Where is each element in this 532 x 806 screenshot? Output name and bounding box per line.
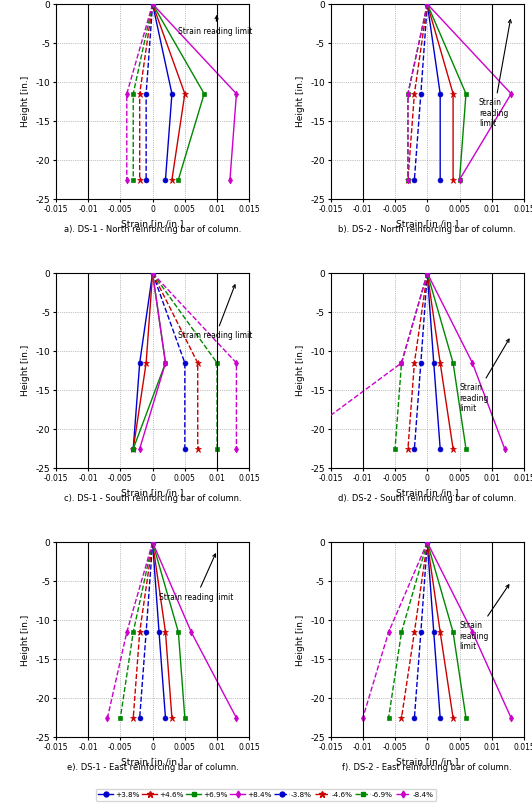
- Text: d). DS-2 - South reinforcing bar of column.: d). DS-2 - South reinforcing bar of colu…: [338, 494, 517, 503]
- Text: Strain reading limit: Strain reading limit: [178, 16, 253, 35]
- Text: c). DS-1 - South reinforcing bar of column.: c). DS-1 - South reinforcing bar of colu…: [64, 494, 242, 503]
- X-axis label: Strain [in./in.]: Strain [in./in.]: [121, 219, 184, 228]
- X-axis label: Strain [in./in.]: Strain [in./in.]: [396, 488, 459, 497]
- Text: e). DS-1 - East reinforcing bar of column.: e). DS-1 - East reinforcing bar of colum…: [66, 763, 238, 772]
- Text: Strain
reading
limit: Strain reading limit: [479, 19, 511, 128]
- Text: b). DS-2 - North reinforcing bar of column.: b). DS-2 - North reinforcing bar of colu…: [338, 225, 516, 234]
- X-axis label: Strain [in./in.]: Strain [in./in.]: [396, 219, 459, 228]
- Y-axis label: Height [in.]: Height [in.]: [21, 345, 30, 397]
- Y-axis label: Height [in.]: Height [in.]: [296, 614, 305, 666]
- Text: a). DS-1 - North reinforcing bar of column.: a). DS-1 - North reinforcing bar of colu…: [64, 225, 242, 234]
- Text: Strain reading limit: Strain reading limit: [159, 554, 234, 601]
- Y-axis label: Height [in.]: Height [in.]: [21, 614, 30, 666]
- Y-axis label: Height [in.]: Height [in.]: [296, 76, 305, 127]
- Y-axis label: Height [in.]: Height [in.]: [21, 76, 30, 127]
- Text: Strain reading limit: Strain reading limit: [178, 285, 253, 340]
- Y-axis label: Height [in.]: Height [in.]: [296, 345, 305, 397]
- Text: Strain
reading
limit: Strain reading limit: [460, 585, 509, 651]
- Legend: +3.8%, +4.6%, +6.9%, +8.4%, -3.8%, -4.6%, -6.9%, -8.4%: +3.8%, +4.6%, +6.9%, +8.4%, -3.8%, -4.6%…: [96, 789, 436, 801]
- X-axis label: Strain [in./in.]: Strain [in./in.]: [121, 488, 184, 497]
- X-axis label: Strain [in./in.]: Strain [in./in.]: [396, 758, 459, 767]
- Text: Strain
reading
limit: Strain reading limit: [460, 339, 509, 413]
- Text: f). DS-2 - East reinforcing bar of column.: f). DS-2 - East reinforcing bar of colum…: [343, 763, 512, 772]
- X-axis label: Strain [in./in.]: Strain [in./in.]: [121, 758, 184, 767]
